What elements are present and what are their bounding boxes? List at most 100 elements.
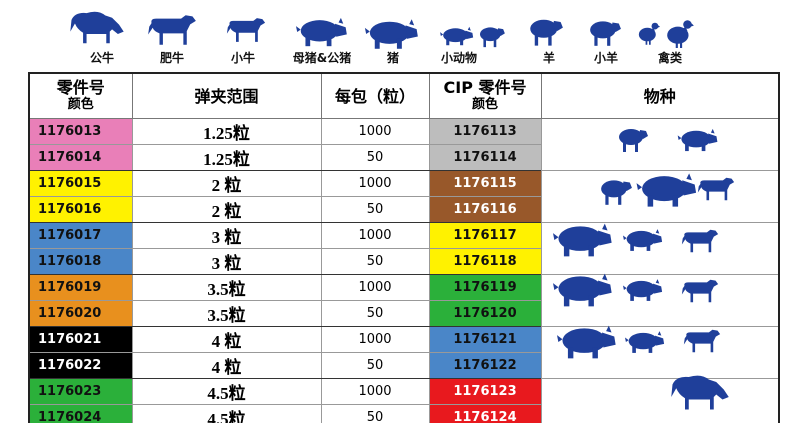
sow-icon [557,325,616,359]
table-row: 1176014 1.25粒 50 1176114 [28,144,779,171]
animal-label: 羊 [543,50,555,65]
pack-cell: 1000 [320,118,430,145]
table-body: 1176013 1.25粒 1000 1176113 1176014 1.25粒 50 117… [28,118,780,423]
pig-icon [625,331,665,353]
pack-cell: 1000 [320,378,430,405]
cip-number-cell: 1176115 [428,170,542,197]
product-table: 零件号 颜色 弹夹范围 每包（粒） CIP 零件号 颜色 物种 1176013 1.2… [28,72,780,423]
range-cell: 1.25粒 [131,144,322,171]
pig-icon [677,128,718,152]
pack-cell: 50 [320,300,430,327]
part-number-cell: 1176018 [28,248,133,275]
pack-cell: 50 [320,352,430,379]
cip-number-cell: 1176116 [428,196,542,223]
animal-label: 小动物 [441,50,477,65]
pack-cell: 50 [320,196,430,223]
animal-legend: 公牛 肥牛 小牛 母猪&公猪 猪 小动物 羊 小羊 禽类 [70,11,694,65]
species-cell [540,378,780,423]
range-cell: 3 粒 [131,222,322,249]
range-cell: 4 粒 [131,326,322,353]
animal-label: 小牛 [231,50,255,65]
animal-label: 肥牛 [160,50,184,65]
small-animal-icon [480,27,505,48]
bull-icon [671,375,729,410]
calf-icon [226,18,266,42]
pack-cell: 50 [320,248,430,275]
table-row: 1176023 4.5粒 1000 1176123 [28,378,780,423]
table-row: 1176022 4 粒 50 1176122 [28,352,779,379]
table-row: 1176020 3.5粒 50 1176120 [28,300,779,327]
sheep-icon [619,129,648,152]
header-text: 零件号 [56,78,105,97]
calf-icon [681,279,719,303]
part-number-cell: 1176019 [28,274,133,301]
part-number-cell: 1176015 [28,170,133,197]
cip-number-cell: 1176114 [428,144,542,171]
pack-cell: 50 [320,404,430,423]
part-number-cell: 1176023 [28,378,133,405]
cip-number-cell: 1176121 [428,326,542,353]
pig-icon [623,229,663,251]
range-cell: 4 粒 [131,352,322,379]
pig-icon [364,19,418,49]
calf-icon [697,177,735,201]
cip-number-cell: 1176123 [428,378,542,405]
cip-number-cell: 1176119 [428,274,542,301]
sow-icon [296,17,347,47]
part-number-cell: 1176016 [28,196,133,223]
range-cell: 3.5粒 [131,274,322,301]
header-cell: 零件号 颜色 [28,72,133,119]
header-cell: 物种 [540,72,780,119]
pig-icon [623,279,663,301]
table-row: 1176019 3.5粒 1000 1176119 [28,274,780,327]
calf-icon [683,329,721,353]
pack-cell: 1000 [320,222,430,249]
header-cell: 弹夹范围 [131,72,322,119]
sheep-icon [530,19,563,46]
range-cell: 3 粒 [131,248,322,275]
table-row: 1176013 1.25粒 1000 1176113 [28,118,780,171]
sheep-icon [601,180,632,205]
lamb-icon [590,21,621,46]
animal-label: 公牛 [90,50,114,65]
cip-number-cell: 1176122 [428,352,542,379]
cip-number-cell: 1176124 [428,404,542,423]
sow-icon [553,223,612,257]
header-subtext: 颜色 [67,97,94,112]
table-row: 1176024 4.5粒 50 1176124 [28,404,779,423]
header-cell: 每包（粒） [320,72,430,119]
part-number-cell: 1176021 [28,326,133,353]
cip-number-cell: 1176120 [428,300,542,327]
small-pig-icon [440,26,474,46]
cip-number-cell: 1176113 [428,118,542,145]
range-cell: 2 粒 [131,196,322,223]
table-row: 1176017 3 粒 1000 1176117 [28,222,780,275]
cow-icon [148,15,196,45]
sow-icon [553,273,612,307]
animal-label: 母猪&公猪 [293,50,351,65]
species-cell [540,118,780,171]
calf-icon [681,229,719,253]
part-number-cell: 1176013 [28,118,133,145]
range-cell: 4.5粒 [131,404,322,423]
range-cell: 4.5粒 [131,378,322,405]
range-cell: 2 粒 [131,170,322,197]
cip-number-cell: 1176118 [428,248,542,275]
range-cell: 1.25粒 [131,118,322,145]
chicken-icon [638,22,660,45]
part-number-cell: 1176017 [28,222,133,249]
table-row: 1176021 4 粒 1000 1176121 [28,326,780,379]
species-icons [553,128,735,410]
animal-label: 猪 [386,50,399,65]
part-number-cell: 1176020 [28,300,133,327]
pig-icon [636,173,697,207]
pack-cell: 1000 [320,274,430,301]
pack-cell: 1000 [320,170,430,197]
pack-cell: 50 [320,144,430,171]
header-subtext: 颜色 [471,97,498,112]
header-text: CIP 零件号 [443,78,527,97]
part-number-cell: 1176024 [28,404,133,423]
animal-label: 小羊 [594,50,618,65]
part-number-cell: 1176014 [28,144,133,171]
